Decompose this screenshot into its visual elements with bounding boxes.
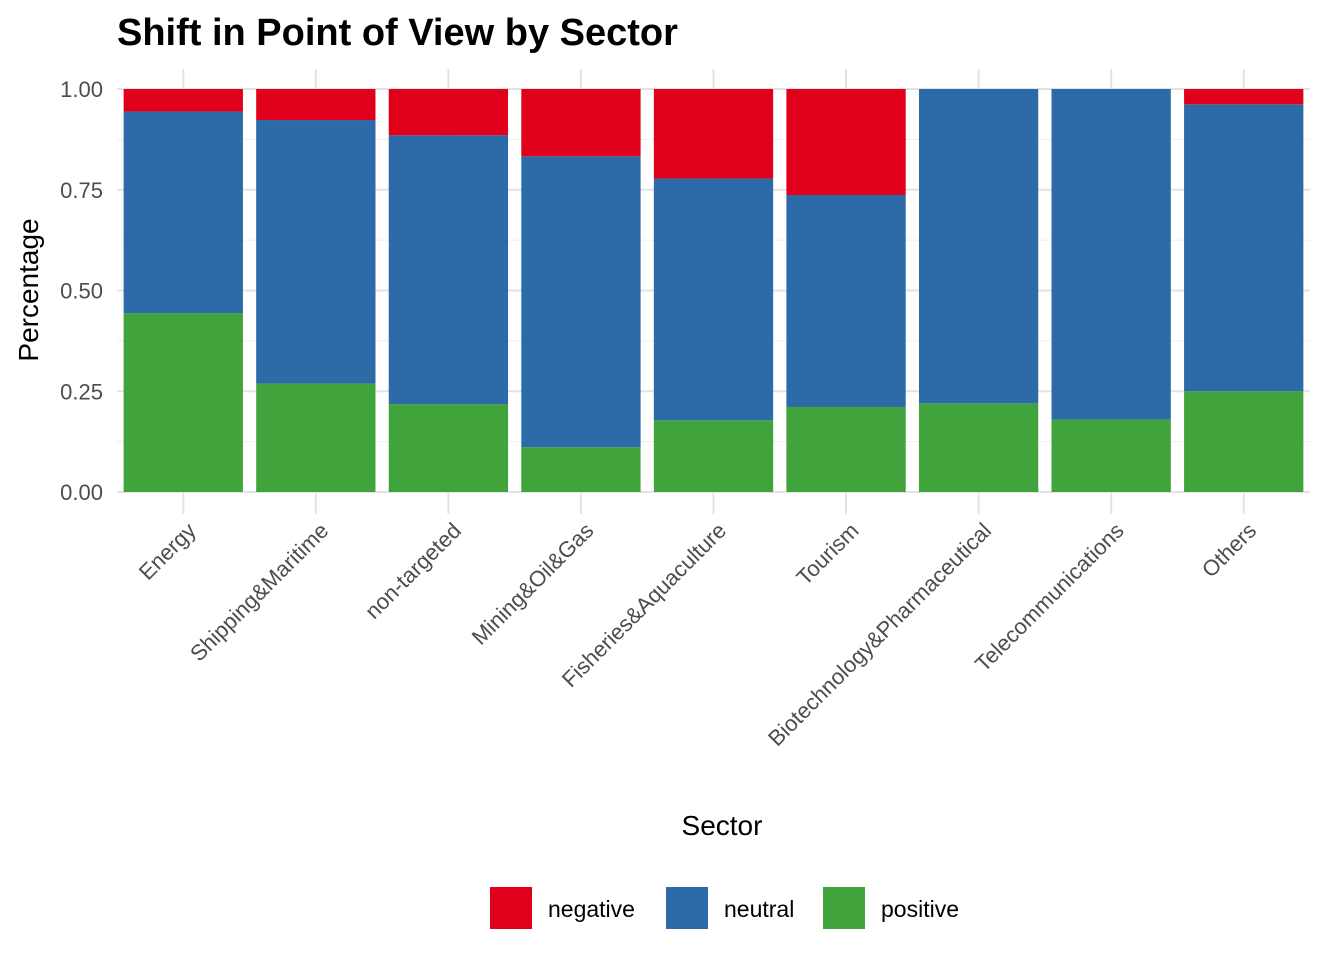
legend-key-negative: [490, 887, 532, 929]
y-axis-tick-labels: 0.00 0.25 0.50 0.75 1.00: [60, 77, 103, 505]
bar-segment-positive: [123, 313, 243, 492]
bar-segment-negative: [123, 89, 243, 112]
bar-segment-negative: [256, 89, 376, 121]
bar-segment-neutral: [123, 111, 243, 314]
bar-segment-positive: [388, 404, 509, 492]
y-tick-label: 0.00: [60, 480, 103, 505]
y-tick-label: 0.75: [60, 178, 103, 203]
y-tick-label: 1.00: [60, 77, 103, 102]
legend-label-negative: negative: [548, 896, 635, 922]
bar-segment-positive: [521, 447, 641, 492]
y-tick-label: 0.25: [60, 379, 103, 404]
bar-segment-positive: [1051, 419, 1171, 492]
bar-segment-neutral: [918, 89, 1039, 404]
bar-segment-negative: [521, 89, 641, 157]
bar-segment-negative: [653, 89, 774, 179]
bar-segment-negative: [388, 89, 509, 136]
bar-segment-positive: [786, 406, 906, 492]
bar-segment-positive: [653, 420, 774, 492]
bar-segment-neutral: [521, 156, 641, 448]
bar-segment-positive: [1184, 391, 1304, 492]
bar-segment-neutral: [653, 178, 774, 421]
bar-segment-neutral: [1051, 89, 1171, 420]
y-axis-title: Percentage: [13, 218, 44, 361]
bar-segment-positive: [256, 383, 376, 492]
legend-label-neutral: neutral: [724, 896, 794, 922]
legend-key-positive: [823, 887, 865, 929]
bars: [123, 89, 1304, 492]
y-tick-label: 0.50: [60, 279, 103, 304]
legend-label-positive: positive: [881, 896, 959, 922]
bar-segment-neutral: [256, 120, 376, 384]
bar-segment-negative: [786, 89, 906, 195]
chart-title: Shift in Point of View by Sector: [117, 12, 678, 54]
bar-segment-neutral: [786, 194, 906, 407]
legend: negative neutral positive: [490, 887, 959, 929]
x-axis-title: Sector: [682, 810, 763, 841]
bar-segment-neutral: [1184, 104, 1304, 392]
bar-segment-negative: [1184, 89, 1304, 105]
bar-segment-neutral: [388, 135, 509, 405]
legend-key-neutral: [666, 887, 708, 929]
bar-segment-positive: [918, 403, 1039, 492]
